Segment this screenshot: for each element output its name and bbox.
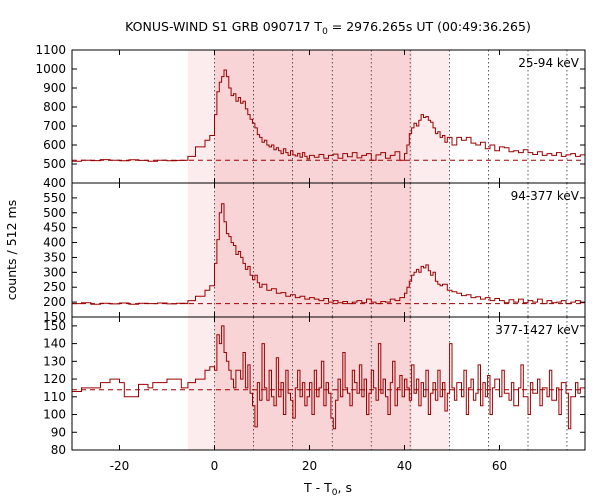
interval-shading-inner <box>214 183 412 317</box>
x-tick-label: 40 <box>397 459 412 473</box>
interval-shading-outer <box>187 50 450 183</box>
y-tick-label: 550 <box>43 191 66 205</box>
y-tick-label: 120 <box>43 372 66 386</box>
y-tick-label: 450 <box>43 221 66 235</box>
y-tick-label: 140 <box>43 337 66 351</box>
panel-frame <box>71 316 586 451</box>
energy-band-label: 25-94 keV <box>518 56 580 70</box>
energy-band-label: 377-1427 keV <box>495 323 579 337</box>
y-tick-label: 150 <box>43 310 66 324</box>
interval-shading-outer <box>187 183 450 317</box>
energy-band-label: 94-377 keV <box>511 189 580 203</box>
x-axis-label: T - T0, s <box>303 480 352 498</box>
y-tick-label: 700 <box>43 119 66 133</box>
y-tick-label: 200 <box>43 295 66 309</box>
light-curve-series <box>72 69 585 162</box>
y-tick-label: 110 <box>43 390 66 404</box>
y-tick-label: 350 <box>43 250 66 264</box>
y-tick-label: 400 <box>43 176 66 190</box>
y-tick-label: 300 <box>43 265 66 279</box>
y-tick-label: 1000 <box>35 62 66 76</box>
y-tick-label: 500 <box>43 206 66 220</box>
chart-title: KONUS-WIND S1 GRB 090717 T0 = 2976.265s … <box>125 19 531 37</box>
x-tick-label: -20 <box>110 459 130 473</box>
y-tick-label: 400 <box>43 236 66 250</box>
y-tick-label: 130 <box>43 354 66 368</box>
y-tick-label: 250 <box>43 280 66 294</box>
y-tick-label: 500 <box>43 157 66 171</box>
y-tick-label: 100 <box>43 408 66 422</box>
y-tick-label: 900 <box>43 81 66 95</box>
y-tick-label: 600 <box>43 138 66 152</box>
y-tick-label: 1100 <box>35 43 66 57</box>
x-tick-label: 20 <box>302 459 317 473</box>
y-tick-label: 80 <box>51 443 66 457</box>
light-curve-series <box>72 325 585 430</box>
light-curve-series <box>72 203 585 305</box>
y-axis-label: counts / 512 ms <box>4 200 19 300</box>
interval-shading-inner <box>214 50 412 183</box>
y-tick-label: 150 <box>43 319 66 333</box>
x-tick-label: 0 <box>211 459 219 473</box>
y-tick-label: 90 <box>51 425 66 439</box>
panel-3: 80 90 100 110 120 130 140 150 377-1427 keV -20 0 20… <box>43 316 586 473</box>
y-tick-label: 800 <box>43 100 66 114</box>
panel-1: 400 500 600 700 800 900 1000 1100 25-94 keV <box>35 43 586 190</box>
interval-shading-inner <box>214 317 412 450</box>
interval-shading-outer <box>187 317 450 450</box>
x-tick-label: 60 <box>492 459 507 473</box>
